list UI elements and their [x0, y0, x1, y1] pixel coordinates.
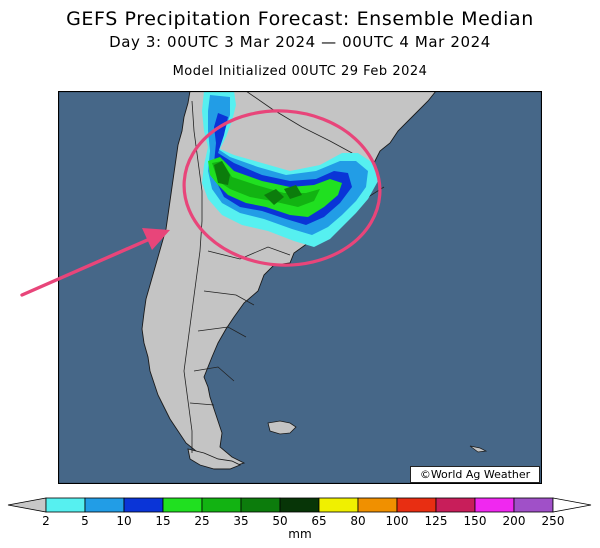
colorbar-cell — [240, 497, 281, 513]
colorbar-cell — [513, 497, 554, 513]
colorbar-cell — [318, 497, 359, 513]
colorbar-tick-label: 150 — [464, 514, 487, 528]
colorbar-cell — [357, 497, 398, 513]
precip-field — [202, 91, 378, 247]
color-scale-legend: 2 5 10 15 25 35 50 65 80 100 125 150 200 250 mm — [7, 497, 592, 541]
colorbar-cell — [435, 497, 476, 513]
highlight-ellipse — [182, 109, 382, 267]
colorbar-tick-label: 2 — [42, 514, 50, 528]
colorbar-cell — [123, 497, 164, 513]
colorbar-cell — [279, 497, 320, 513]
map-frame — [58, 91, 542, 484]
colorbar-unit: mm — [288, 527, 311, 541]
colorbar-tick-label: 100 — [386, 514, 409, 528]
colorbar-tick-label: 5 — [81, 514, 89, 528]
land-tierra-del-fuego — [187, 448, 242, 470]
colorbar-cell — [474, 497, 515, 513]
colorbar-under-triangle — [7, 497, 47, 513]
map-title: GEFS Precipitation Forecast: Ensemble Me… — [66, 8, 534, 30]
credit-label: ©World Ag Weather — [410, 466, 540, 483]
colorbar-cell — [396, 497, 437, 513]
land-falkland-islands — [267, 420, 297, 435]
colorbar-tick-label: 125 — [425, 514, 448, 528]
colorbar-tick-label: 65 — [311, 514, 326, 528]
colorbar-tick-label: 15 — [155, 514, 170, 528]
colorbar-tick-label: 250 — [542, 514, 565, 528]
colorbar-cell — [162, 497, 203, 513]
colorbar-cell — [201, 497, 242, 513]
colorbar-cell — [45, 497, 86, 513]
model-init-time: Model Initialized 00UTC 29 Feb 2024 — [172, 64, 428, 79]
forecast-period: Day 3: 00UTC 3 Mar 2024 — 00UTC 4 Mar 20… — [109, 33, 491, 51]
colorbar-tick-label: 80 — [350, 514, 365, 528]
colorbar-tick-label: 10 — [116, 514, 131, 528]
colorbar-tick-label: 35 — [233, 514, 248, 528]
colorbar-tick-label: 25 — [194, 514, 209, 528]
colorbar-tick-label: 200 — [503, 514, 526, 528]
colorbar-over-triangle — [552, 497, 592, 513]
land-south-georgia — [469, 445, 488, 453]
colorbar-tick-label: 50 — [272, 514, 287, 528]
colorbar-cell — [84, 497, 125, 513]
precip-35-50mm — [214, 161, 302, 205]
precipitation-map — [58, 91, 542, 484]
